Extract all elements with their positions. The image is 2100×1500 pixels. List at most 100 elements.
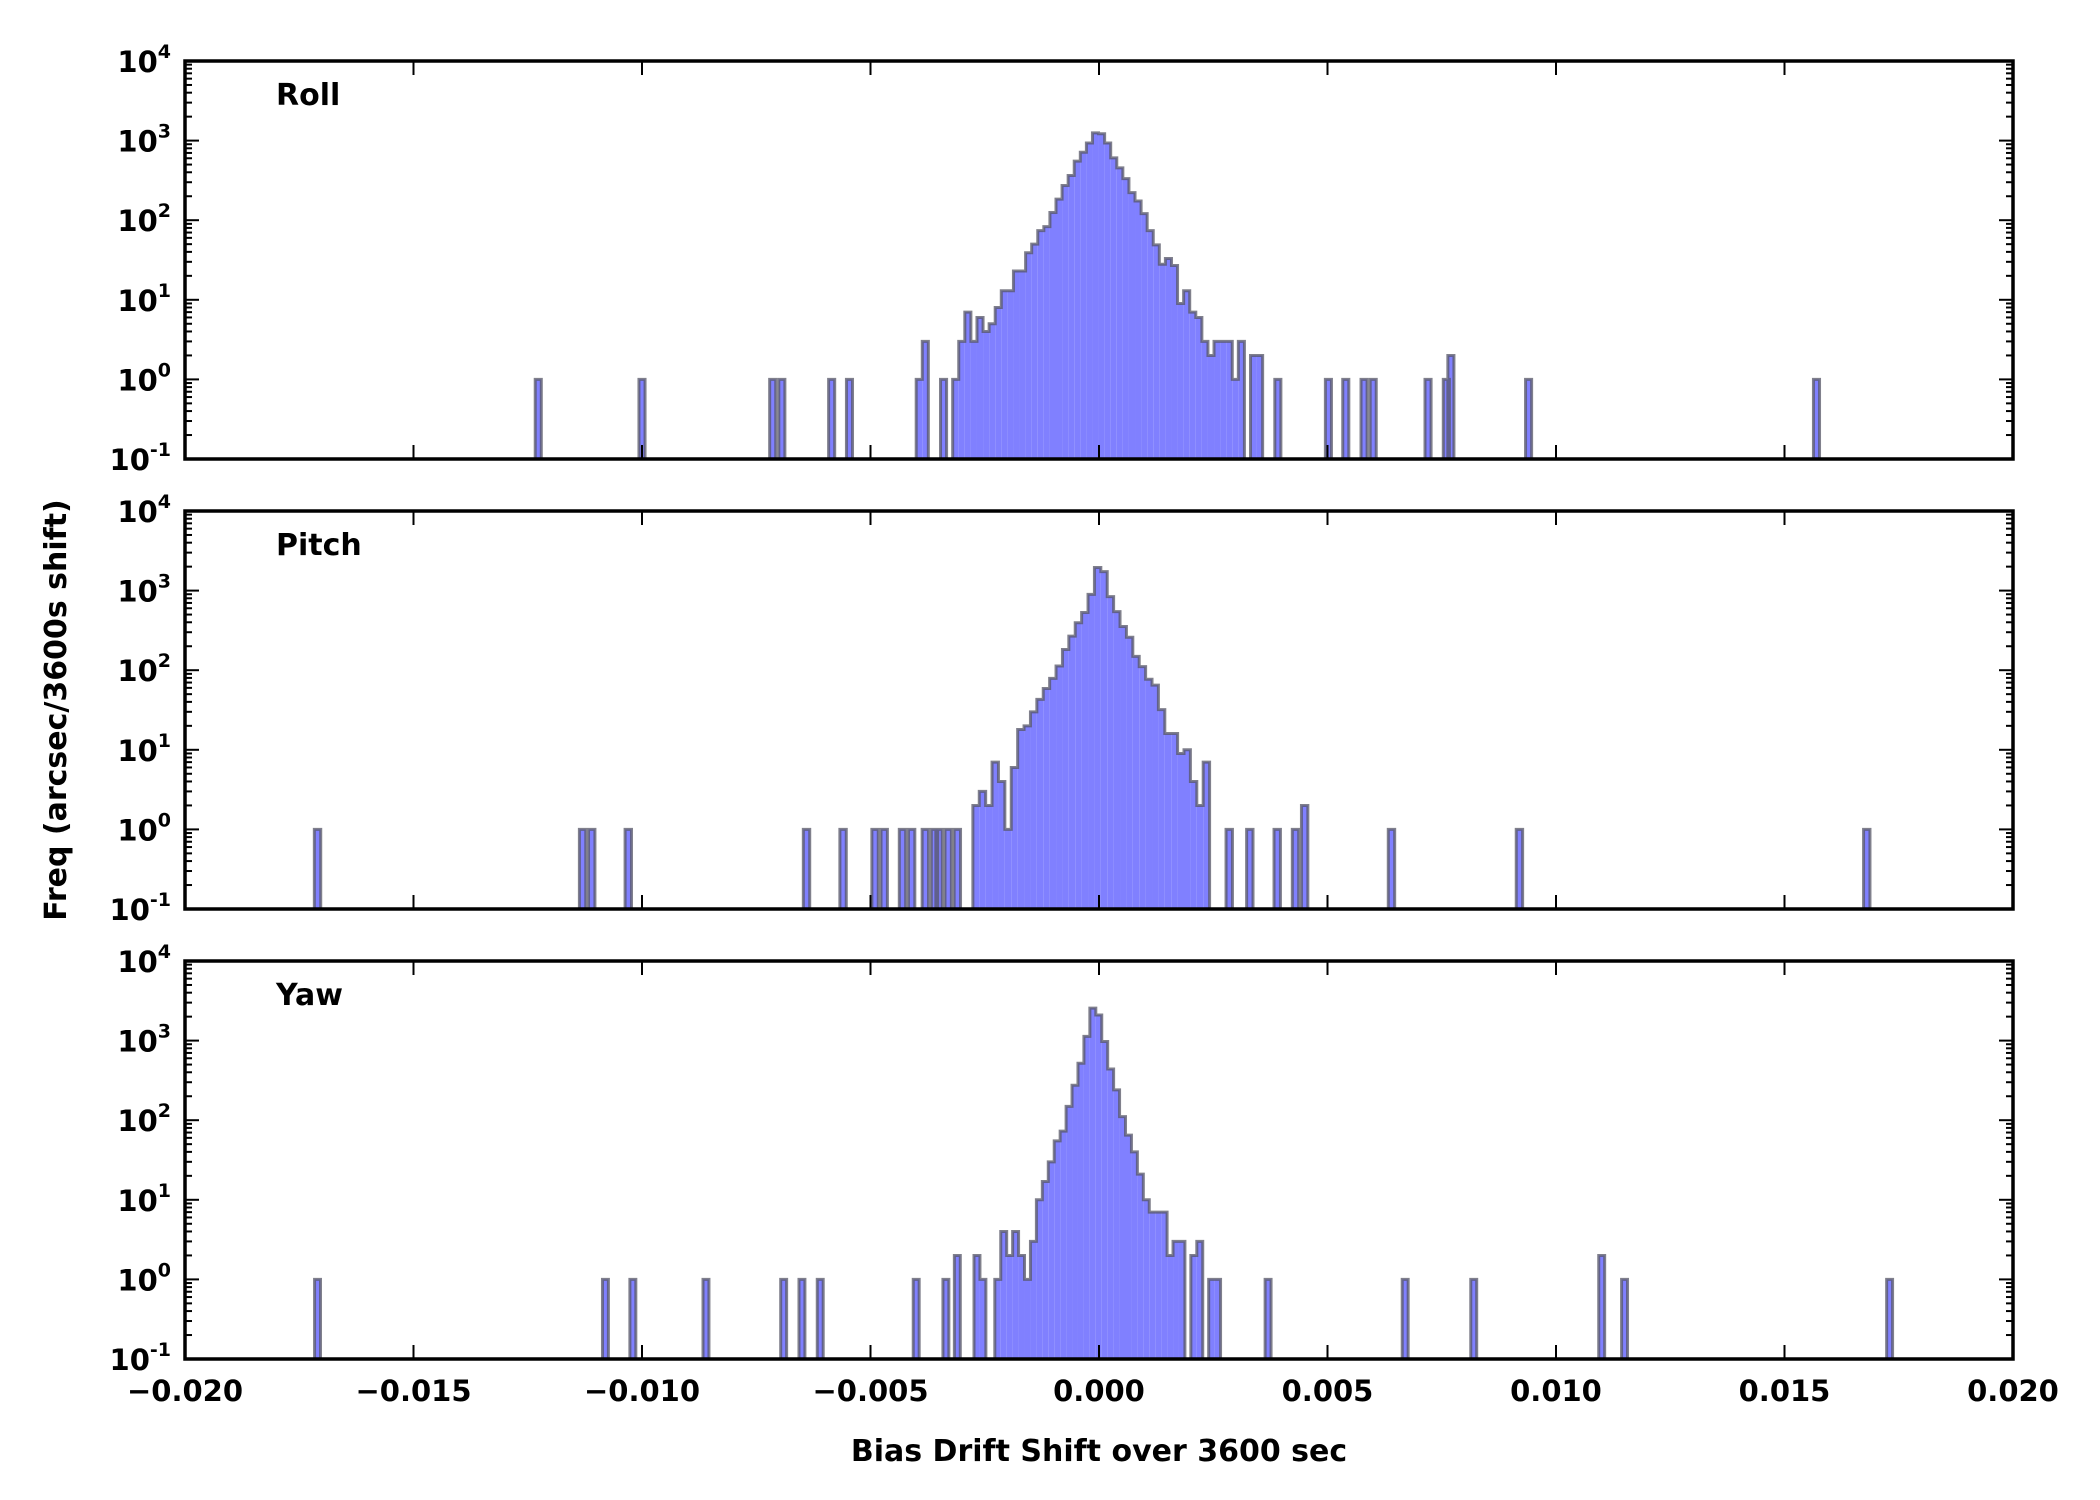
- histogram-bar: [1120, 626, 1127, 909]
- histogram-bar: [1470, 1279, 1477, 1359]
- histogram-bar: [1055, 199, 1063, 460]
- histogram-bar: [314, 829, 321, 909]
- histogram-bar: [1598, 1255, 1605, 1359]
- y-tick-label: 102: [117, 200, 171, 238]
- histogram-bar: [1167, 1255, 1174, 1359]
- histogram-bar: [881, 829, 888, 909]
- histogram-outline: [312, 566, 1872, 909]
- histogram-bar: [1183, 290, 1190, 459]
- histogram-bar: [1425, 379, 1432, 459]
- histogram-bar: [1043, 226, 1050, 459]
- histogram-bar: [1042, 1181, 1049, 1359]
- histogram-bar: [985, 805, 993, 909]
- y-tick-label: 101: [117, 730, 171, 768]
- histogram-bar: [1088, 594, 1095, 909]
- histogram-bar: [1178, 1241, 1185, 1359]
- histogram-bar: [1075, 622, 1082, 909]
- histogram-bar: [798, 1279, 805, 1359]
- histogram-bar: [1196, 805, 1204, 909]
- histogram-bar: [1171, 265, 1178, 459]
- histogram-bar: [1072, 1085, 1078, 1359]
- y-tick-label: 10-1: [110, 439, 171, 477]
- histogram-bar: [1195, 317, 1202, 459]
- histogram-bar: [1265, 1279, 1272, 1359]
- histogram-bar: [1037, 230, 1044, 459]
- histogram-bar: [972, 805, 980, 909]
- histogram-bar: [1143, 1199, 1150, 1359]
- histogram-bar: [964, 312, 971, 459]
- histogram-bar: [1177, 753, 1185, 909]
- histogram-bar: [1060, 1131, 1067, 1359]
- histogram-bar: [1089, 1008, 1096, 1359]
- histogram-bar: [998, 781, 1005, 909]
- histogram-bar: [1113, 611, 1121, 909]
- histogram-bar: [1062, 649, 1069, 909]
- histogram-bar: [1107, 596, 1114, 909]
- histogram-bar: [1025, 252, 1032, 459]
- histogram-bar: [1525, 379, 1532, 459]
- y-tick-label: 104: [117, 491, 171, 529]
- histogram-bar: [803, 829, 810, 909]
- histogram-bar: [778, 379, 785, 459]
- histogram-bar: [579, 829, 586, 909]
- histogram-bar: [1292, 829, 1299, 909]
- histogram-bar: [944, 829, 952, 909]
- histogram-bar: [1190, 781, 1197, 909]
- histogram-bar: [1018, 1255, 1025, 1359]
- histogram-bar: [817, 1279, 824, 1359]
- histogram-bar: [1220, 341, 1227, 459]
- y-axis-title: Freq (arcsec/3600s shift): [39, 499, 74, 921]
- histogram-bar: [1246, 829, 1254, 909]
- x-tick-label: −0.020: [127, 1374, 243, 1408]
- panel-roll: 104 103 102 101 100 10-1 Roll: [110, 41, 2015, 477]
- y-tick-label: 10-1: [110, 889, 171, 927]
- panel-pitch: 104 103 102 101 100 10-1 Pitch: [110, 491, 2015, 927]
- histogram-bar: [1122, 178, 1129, 459]
- histogram-bar: [1196, 1241, 1203, 1359]
- histogram-bar: [1043, 688, 1050, 909]
- histogram-bar: [1094, 567, 1101, 909]
- histogram-bar: [1141, 213, 1148, 459]
- histogram-bar: [871, 829, 879, 909]
- histogram-bar: [1361, 379, 1368, 459]
- histogram-bar: [1011, 767, 1018, 909]
- histogram-bar: [1214, 1279, 1221, 1359]
- x-tick-label: 0.020: [1967, 1374, 2059, 1408]
- histogram-bar: [1049, 678, 1057, 909]
- histogram-bar: [1208, 1279, 1215, 1359]
- histogram-bar: [1164, 733, 1172, 909]
- histogram-bar: [1274, 829, 1281, 909]
- histogram-bar: [1149, 1212, 1156, 1359]
- histogram-bar: [908, 829, 915, 909]
- histogram-bar: [1139, 666, 1146, 909]
- histogram-bar: [1107, 1068, 1114, 1359]
- x-tick-label: 0.005: [1282, 1374, 1374, 1408]
- histogram-bar: [1171, 733, 1178, 909]
- y-tick-label: 103: [117, 1021, 171, 1059]
- histogram-bar: [1030, 711, 1037, 909]
- panel-title: Yaw: [275, 978, 343, 1013]
- histogram-bar: [942, 1279, 949, 1359]
- histogram-bar: [1083, 1036, 1090, 1359]
- y-tick-label: 10-1: [110, 1339, 171, 1377]
- histogram-bar: [983, 331, 990, 459]
- histogram-bar: [1159, 264, 1166, 459]
- histogram-bar: [1125, 1135, 1132, 1359]
- y-tick-label: 100: [117, 809, 171, 847]
- histogram-bar: [970, 341, 977, 459]
- histogram-bar: [1017, 729, 1025, 909]
- y-tick-label: 100: [117, 359, 171, 397]
- histogram-bar: [1173, 1241, 1179, 1359]
- y-tick-label: 103: [117, 571, 171, 609]
- histogram-bar: [954, 829, 961, 909]
- histogram-bar: [1161, 1212, 1168, 1359]
- histogram-bar: [916, 379, 923, 459]
- histogram-bar: [1104, 142, 1111, 459]
- histogram-bar: [1030, 1241, 1037, 1359]
- histogram-bar: [1201, 341, 1208, 459]
- histogram-bar: [1006, 1255, 1013, 1359]
- histogram-bar: [1062, 185, 1069, 460]
- histogram-bar: [1165, 258, 1172, 459]
- histogram-bar: [1126, 637, 1133, 909]
